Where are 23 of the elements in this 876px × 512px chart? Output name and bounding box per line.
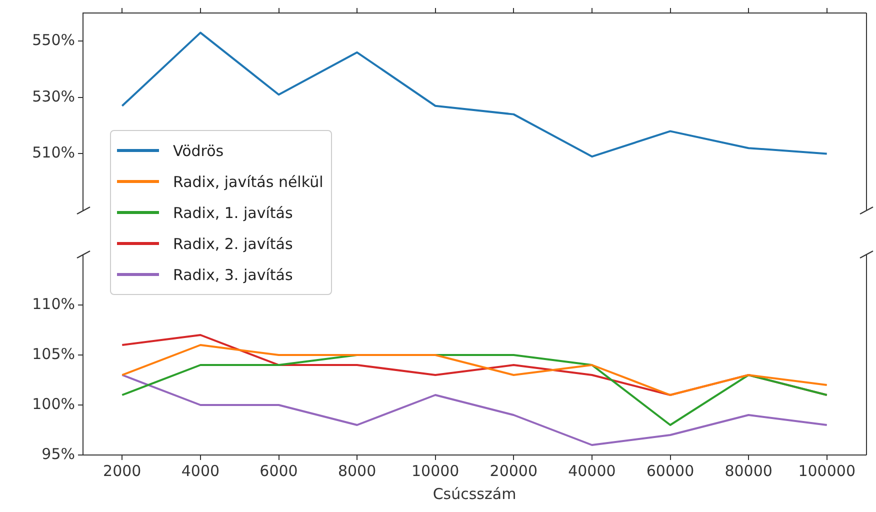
- x-tick-label: 2000: [103, 462, 142, 480]
- y-tick-label: 530%: [32, 87, 75, 106]
- x-tick-label: 4000: [181, 462, 220, 480]
- legend-label: Radix, 3. javítás: [173, 266, 293, 284]
- x-tick-label: 8000: [338, 462, 376, 480]
- x-tick-label: 80000: [724, 462, 772, 480]
- x-tick-label: 60000: [646, 462, 694, 480]
- x-tick-label: 100000: [798, 462, 856, 480]
- x-tick-label: 40000: [568, 462, 616, 480]
- legend-label: Radix, 1. javítás: [173, 204, 293, 222]
- y-tick-label: 550%: [32, 31, 75, 50]
- legend-label: Radix, 2. javítás: [173, 234, 293, 252]
- legend-label: Radix, javítás nélkül: [173, 172, 324, 190]
- y-tick-label: 100%: [32, 394, 75, 413]
- x-tick-label: 6000: [260, 462, 298, 480]
- y-tick-label: 95%: [42, 444, 75, 463]
- y-tick-label: 110%: [32, 294, 75, 313]
- x-tick-label: 10000: [411, 462, 460, 480]
- x-tick-label: 20000: [490, 462, 538, 480]
- y-tick-label: 510%: [32, 144, 75, 162]
- x-axis-title: Csúcsszám: [432, 484, 516, 503]
- y-tick-label: 105%: [32, 344, 75, 363]
- legend-label: Vödrös: [173, 142, 224, 160]
